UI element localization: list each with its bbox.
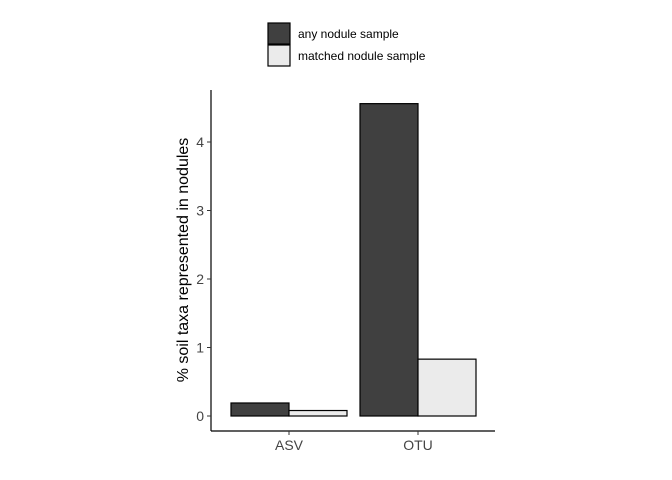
y-axis-title: % soil taxa represented in nodules — [175, 138, 192, 383]
x-tick-label: OTU — [403, 437, 433, 453]
axes: 0 1 2 3 4 ASV OTU — [196, 90, 495, 453]
legend-label: matched nodule sample — [298, 49, 426, 63]
bar — [359, 103, 419, 417]
bars — [230, 103, 477, 417]
y-tick-label: 3 — [196, 203, 204, 219]
legend: any nodule sample matched nodule sample — [267, 22, 426, 67]
y-tick-label: 1 — [196, 340, 204, 356]
legend-label: any nodule sample — [298, 27, 399, 41]
legend-swatch — [267, 22, 291, 45]
y-tick-label: 2 — [196, 271, 204, 287]
bar — [288, 409, 348, 417]
bar — [230, 402, 290, 417]
bar — [417, 358, 477, 417]
y-tick-label: 4 — [196, 134, 204, 150]
legend-swatch — [267, 44, 291, 67]
x-tick-label: ASV — [275, 437, 304, 453]
y-tick-label: 0 — [196, 408, 204, 424]
